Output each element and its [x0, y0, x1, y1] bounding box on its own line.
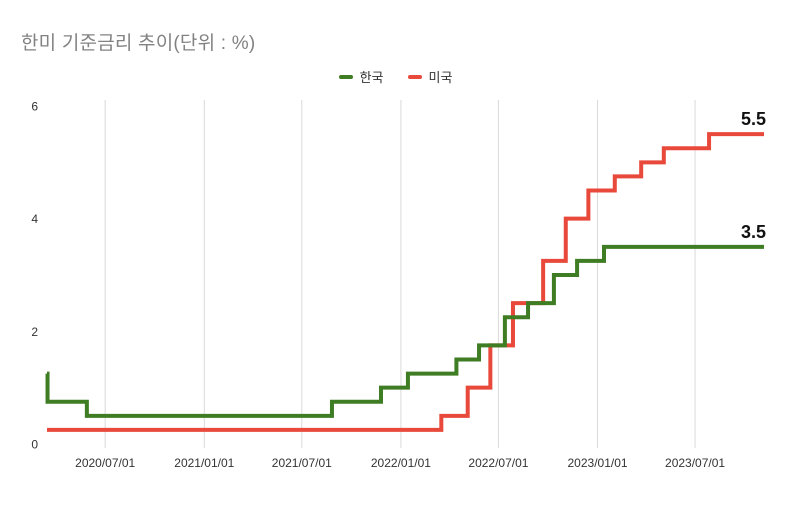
series-line-한국	[45, 244, 764, 418]
y-tick-label: 6	[31, 100, 38, 114]
x-tick-label: 2021/01/01	[174, 456, 234, 470]
x-tick-label: 2023/07/01	[665, 456, 725, 470]
y-tick-label: 0	[31, 438, 38, 452]
legend-item-korea: 한국	[338, 67, 384, 86]
x-tick-label: 2022/01/01	[371, 456, 431, 470]
series-line-미국	[47, 132, 764, 432]
x-tick-label: 2020/07/01	[75, 456, 135, 470]
legend-label-korea: 한국	[359, 70, 384, 85]
end-label-미국: 5.5	[741, 109, 766, 129]
chart-legend: 한국 미국	[0, 67, 791, 86]
korea-line-icon	[338, 74, 353, 79]
legend-item-us: 미국	[407, 67, 453, 86]
chart-title: 한미 기준금리 추이(단위 : %)	[21, 33, 256, 54]
y-tick-label: 4	[31, 212, 38, 226]
legend-label-us: 미국	[428, 70, 453, 85]
x-tick-label: 2022/07/01	[468, 456, 528, 470]
x-tick-label: 2023/01/01	[568, 456, 628, 470]
x-tick-label: 2021/07/01	[272, 456, 332, 470]
y-tick-label: 2	[31, 325, 38, 339]
us-line-icon	[407, 74, 422, 79]
end-label-한국: 3.5	[741, 222, 766, 242]
